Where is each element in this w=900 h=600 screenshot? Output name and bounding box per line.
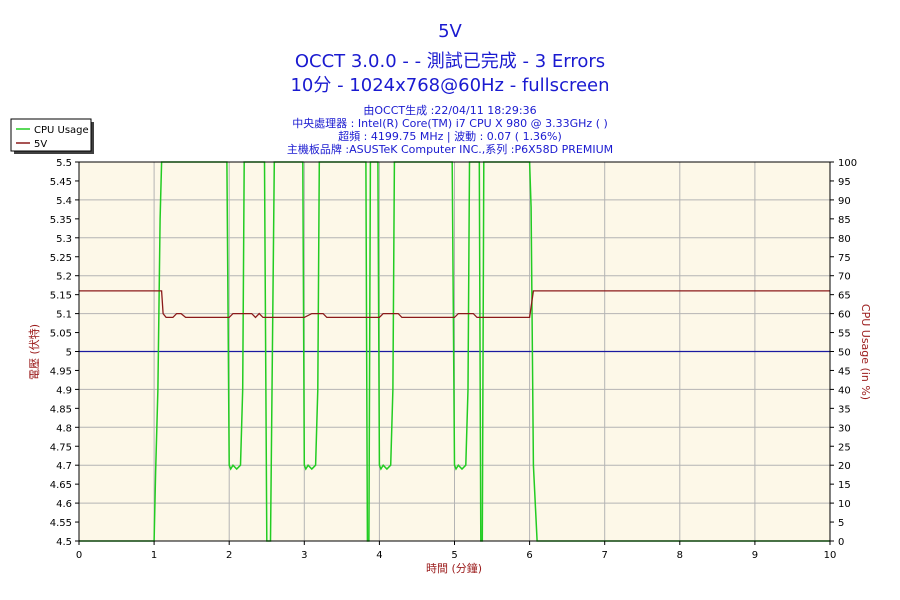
y2-tick-label: 25 xyxy=(838,442,851,453)
x-tick-label: 3 xyxy=(301,550,307,561)
info-cpu: 中央處理器 : Intel(R) Core(TM) i7 CPU X 980 @… xyxy=(292,116,608,130)
y2-tick-label: 70 xyxy=(838,272,851,283)
y-tick-label: 4.6 xyxy=(56,499,72,510)
info-board: 主機板品牌 :ASUSTeK Computer INC.,系列 :P6X58D … xyxy=(287,142,613,156)
y-tick-label: 5.3 xyxy=(56,234,72,245)
y2-tick-label: 0 xyxy=(838,537,844,548)
x-axis-ticks: 0 1 2 3 4 5 6 7 8 9 10 xyxy=(76,541,837,561)
y-tick-label: 4.85 xyxy=(50,404,72,415)
x-tick-label: 4 xyxy=(376,550,382,561)
y-tick-label: 5 xyxy=(66,348,72,359)
legend: CPU Usage 5V xyxy=(10,118,94,154)
chart-subtitle: OCCT 3.0.0 - - 測試已完成 - 3 Errors xyxy=(295,51,605,72)
y-tick-label: 5.5 xyxy=(56,158,72,169)
x-tick-label: 0 xyxy=(76,550,82,561)
y2-tick-label: 5 xyxy=(838,518,844,529)
y-tick-label: 5.4 xyxy=(56,196,72,207)
y2-tick-label: 40 xyxy=(838,385,851,396)
y2-tick-label: 10 xyxy=(838,499,851,510)
chart-title: 5V xyxy=(438,21,462,42)
y2-tick-label: 80 xyxy=(838,234,851,245)
y2-tick-label: 95 xyxy=(838,177,851,188)
y-tick-label: 5.15 xyxy=(50,291,72,302)
info-generated: 由OCCT生成 :22/04/11 18:29:36 xyxy=(363,103,536,117)
y2-tick-label: 30 xyxy=(838,423,851,434)
y-tick-label: 4.7 xyxy=(56,461,72,472)
y-tick-label: 4.55 xyxy=(50,518,72,529)
y2-tick-label: 55 xyxy=(838,329,851,340)
x-tick-label: 7 xyxy=(602,550,608,561)
y-tick-label: 5.2 xyxy=(56,272,72,283)
y2-tick-label: 85 xyxy=(838,215,851,226)
y-tick-label: 4.9 xyxy=(56,385,72,396)
y-tick-label: 5.35 xyxy=(50,215,72,226)
y-tick-label: 4.65 xyxy=(50,480,72,491)
y-tick-label: 4.5 xyxy=(56,537,72,548)
legend-label-cpu-usage: CPU Usage xyxy=(34,125,89,136)
x-tick-label: 1 xyxy=(151,550,157,561)
y2-tick-label: 90 xyxy=(838,196,851,207)
y-tick-label: 5.25 xyxy=(50,253,72,264)
x-tick-label: 2 xyxy=(226,550,232,561)
y2-tick-label: 35 xyxy=(838,404,851,415)
y-axis-label: 電壓 (伏特) xyxy=(27,324,41,380)
x-tick-label: 6 xyxy=(526,550,532,561)
x-axis-label: 時間 (分鐘) xyxy=(426,561,482,575)
info-clock: 超頻 : 4199.75 MHz | 波動 : 0.07 ( 1.36%) xyxy=(338,129,562,143)
y-axis-ticks: 4.5 4.55 4.6 4.65 4.7 4.75 4.8 4.85 4.9 4.95 5 5.05… xyxy=(50,158,79,548)
y-tick-label: 5.1 xyxy=(56,310,72,321)
y-tick-label: 5.05 xyxy=(50,329,72,340)
y-tick-label: 4.95 xyxy=(50,366,72,377)
y2-tick-label: 75 xyxy=(838,253,851,264)
y-tick-label: 5.45 xyxy=(50,177,72,188)
chart-subtitle-2: 10分 - 1024x768@60Hz - fullscreen xyxy=(290,75,609,96)
y2-tick-label: 15 xyxy=(838,480,851,491)
y2-axis-ticks: 0 5 10 15 20 25 30 35 40 45 50 55 60 65 70 75 80 85 90 95 10… xyxy=(830,158,857,548)
x-tick-label: 5 xyxy=(451,550,457,561)
x-tick-label: 10 xyxy=(824,550,837,561)
x-tick-label: 8 xyxy=(677,550,683,561)
y2-axis-label: CPU Usage (in %) xyxy=(859,304,872,400)
y2-tick-label: 45 xyxy=(838,366,851,377)
y-tick-label: 4.75 xyxy=(50,442,72,453)
legend-label-5v: 5V xyxy=(34,139,47,150)
y2-tick-label: 65 xyxy=(838,291,851,302)
y-tick-label: 4.8 xyxy=(56,423,72,434)
y2-tick-label: 60 xyxy=(838,310,851,321)
y2-tick-label: 20 xyxy=(838,461,851,472)
y2-tick-label: 50 xyxy=(838,348,851,359)
y2-tick-label: 100 xyxy=(838,158,857,169)
x-tick-label: 9 xyxy=(752,550,758,561)
legend-box xyxy=(10,118,92,152)
series-5v xyxy=(79,290,830,319)
